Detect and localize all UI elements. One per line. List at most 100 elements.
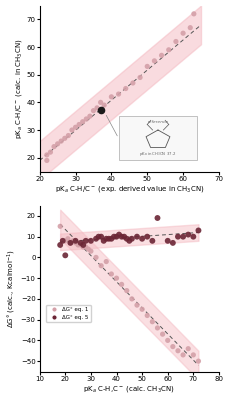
Point xyxy=(197,227,200,234)
Point xyxy=(79,242,82,248)
Point xyxy=(94,236,98,242)
Point xyxy=(81,244,85,250)
Point xyxy=(109,236,113,242)
Point xyxy=(84,244,88,250)
Point xyxy=(99,99,102,106)
Point xyxy=(171,240,175,246)
Point xyxy=(145,63,149,70)
Y-axis label: pK$_a$ C-H/C$^-$ (calc. in CH$_3$CN): pK$_a$ C-H/C$^-$ (calc. in CH$_3$CN) xyxy=(14,38,24,139)
FancyBboxPatch shape xyxy=(119,116,197,160)
Point xyxy=(174,38,178,45)
Point xyxy=(160,52,164,58)
Point xyxy=(130,236,134,242)
Point xyxy=(128,238,131,244)
Point xyxy=(63,238,67,244)
Point xyxy=(81,118,85,125)
Point xyxy=(92,108,95,114)
Point xyxy=(104,236,108,242)
Point xyxy=(150,238,154,244)
Point xyxy=(97,234,100,240)
Legend: ΔG° eq. 1, ΔG° eq. 5: ΔG° eq. 1, ΔG° eq. 5 xyxy=(46,304,91,322)
Point xyxy=(112,234,116,240)
Point xyxy=(71,238,75,244)
Point xyxy=(125,288,128,294)
Point xyxy=(188,24,192,31)
Point xyxy=(181,30,185,36)
Point xyxy=(67,132,70,139)
Point xyxy=(166,238,169,244)
Point xyxy=(79,240,82,246)
Point xyxy=(77,121,81,128)
Point xyxy=(107,236,111,242)
Point xyxy=(166,337,169,344)
Point xyxy=(181,234,185,240)
Point xyxy=(76,242,80,248)
Point xyxy=(135,234,139,240)
Point xyxy=(135,302,139,308)
Point xyxy=(56,141,60,147)
Point xyxy=(156,215,159,221)
Point xyxy=(49,149,52,155)
Point xyxy=(167,47,171,53)
Point xyxy=(68,240,72,246)
Point xyxy=(68,240,72,246)
Point xyxy=(197,358,200,364)
Point xyxy=(104,258,108,265)
Point xyxy=(95,105,99,111)
Point xyxy=(153,58,156,64)
Point xyxy=(109,94,113,100)
Point xyxy=(145,312,149,319)
Point xyxy=(171,344,175,350)
Point xyxy=(186,346,190,352)
Point xyxy=(115,275,118,281)
Point xyxy=(89,238,93,244)
Point xyxy=(45,152,49,158)
Point xyxy=(192,11,196,17)
Point xyxy=(150,318,154,325)
Point xyxy=(88,113,92,119)
Point xyxy=(63,252,67,258)
Point xyxy=(176,348,180,354)
Point xyxy=(99,262,103,269)
X-axis label: pK$_a$ C-H/C$^-$ (exp. derived value in CH$_3$CN): pK$_a$ C-H/C$^-$ (exp. derived value in … xyxy=(55,184,204,194)
Point xyxy=(138,74,142,81)
Point xyxy=(81,242,85,248)
Point xyxy=(176,234,180,240)
Point xyxy=(94,254,98,261)
Point xyxy=(61,238,65,244)
Point xyxy=(125,236,128,242)
Point xyxy=(156,325,159,331)
Point xyxy=(84,238,88,244)
Point xyxy=(70,127,74,133)
Y-axis label: ΔG° (calc., Kcalmol$^{-1}$): ΔG° (calc., Kcalmol$^{-1}$) xyxy=(5,249,18,328)
Point xyxy=(102,102,106,108)
Point xyxy=(191,234,195,240)
Point xyxy=(191,352,195,358)
Point xyxy=(140,306,144,312)
Point xyxy=(115,234,118,240)
Point xyxy=(87,246,90,252)
Point xyxy=(140,236,144,242)
Point xyxy=(117,91,120,97)
Point xyxy=(99,234,103,240)
Point xyxy=(117,231,121,238)
Point xyxy=(52,144,56,150)
Point xyxy=(186,231,190,238)
Point xyxy=(58,223,62,230)
Point xyxy=(74,240,77,246)
Point xyxy=(100,107,103,113)
X-axis label: pK$_a$ C-H,C$^-$ (calc. CH$_3$CN): pK$_a$ C-H,C$^-$ (calc. CH$_3$CN) xyxy=(83,384,175,394)
Point xyxy=(131,80,135,86)
Point xyxy=(120,234,123,240)
Point xyxy=(85,116,88,122)
Point xyxy=(124,85,128,92)
Point xyxy=(120,281,123,288)
Point xyxy=(66,236,70,242)
Point xyxy=(63,135,67,142)
Point xyxy=(102,238,106,244)
Point xyxy=(181,352,185,358)
Point xyxy=(74,238,77,244)
Point xyxy=(89,248,93,254)
Point xyxy=(45,157,49,164)
Point xyxy=(161,331,164,337)
